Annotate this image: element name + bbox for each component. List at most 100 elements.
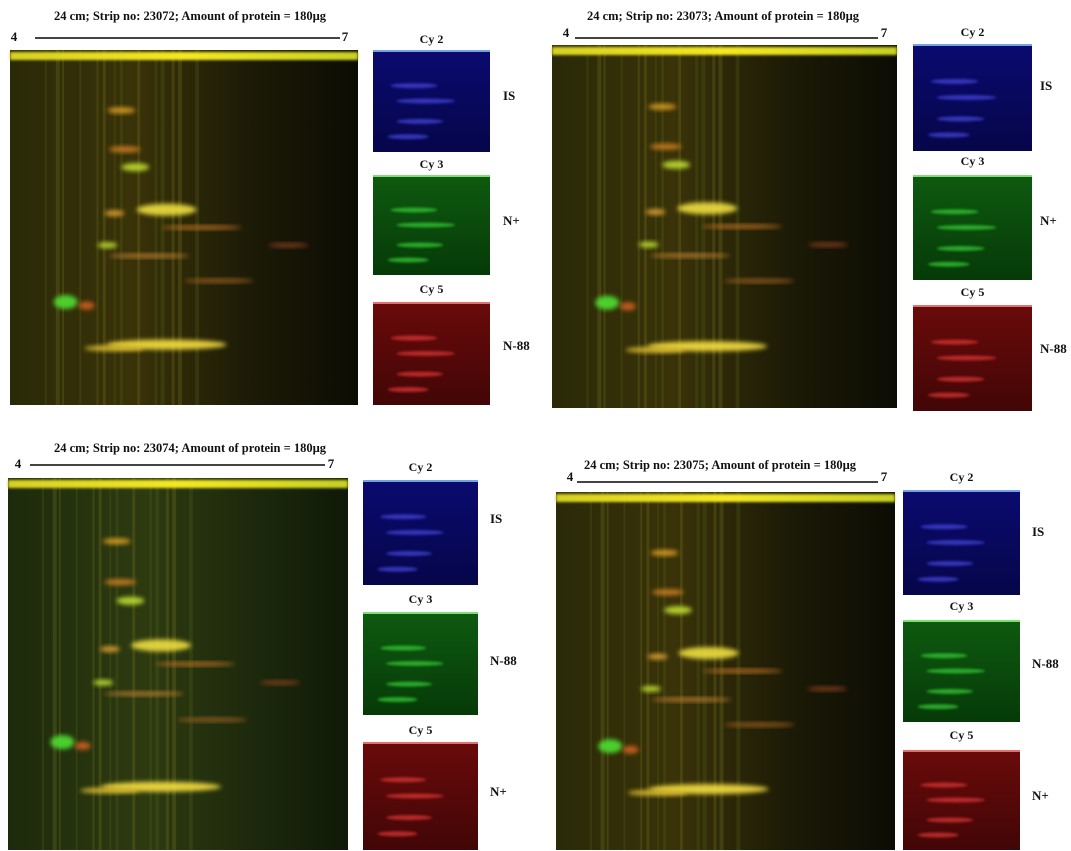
channel-image (913, 44, 1032, 151)
channel-spot (386, 551, 432, 556)
channel-spot (926, 561, 974, 566)
channel-spot (396, 222, 455, 228)
gel-streak (637, 45, 640, 408)
gel-streak (113, 50, 116, 405)
gel-spot (595, 295, 620, 310)
gel-spot (625, 346, 686, 353)
ph-end: 7 (328, 456, 335, 471)
channel-spot (926, 668, 985, 674)
panel: 24 cm; Strip no: 23073; Amount of protei… (552, 9, 1067, 411)
gel-streak (657, 492, 660, 850)
channel-top-edge (363, 480, 478, 482)
gel-spot (268, 243, 309, 248)
gel-spot (724, 278, 794, 283)
gel-spot (598, 739, 623, 754)
panel-title: 24 cm; Strip no: 23075; Amount of protei… (584, 458, 857, 472)
channel-spot (927, 261, 970, 267)
channel-sample: N+ (1040, 213, 1057, 228)
channel-spot (387, 387, 429, 393)
gel-spot (622, 745, 639, 754)
channel-spot (396, 242, 444, 248)
gel-spot (807, 686, 848, 691)
channel-spot (936, 355, 997, 361)
gel-streak (606, 492, 609, 850)
channel-spot (377, 831, 418, 837)
gel-streak (620, 45, 623, 408)
channel-name: Cy 3 (961, 154, 985, 168)
panel-title: 24 cm; Strip no: 23073; Amount of protei… (587, 9, 860, 23)
gel-streak (679, 492, 683, 850)
gel-spot (108, 146, 141, 153)
channel-sample: IS (503, 88, 515, 103)
gel-spot (97, 242, 118, 249)
channel-spot (920, 653, 968, 659)
gel-spot (74, 741, 91, 750)
channel-spot (926, 540, 985, 545)
channel-top-edge (903, 620, 1020, 622)
panel: 24 cm; Strip no: 23075; Amount of protei… (556, 458, 1059, 850)
channel-spot (927, 132, 970, 138)
gel-spot (640, 685, 661, 692)
ph-start: 4 (567, 469, 574, 484)
channel-sample: N-88 (1032, 656, 1059, 671)
gel-spot (136, 203, 197, 216)
gel-streak (96, 50, 99, 405)
gel-streak (149, 478, 153, 850)
gel-spot (102, 538, 131, 545)
gel-spot (100, 646, 120, 653)
channel-name: Cy 3 (409, 592, 433, 606)
gel-streak (119, 50, 123, 405)
channel-top-edge (913, 305, 1032, 307)
gel-spot (80, 787, 140, 794)
gel-top-band (10, 52, 358, 60)
gel-spot (651, 697, 732, 702)
gel-spot (724, 722, 795, 727)
panel: 24 cm; Strip no: 23072; Amount of protei… (10, 9, 530, 405)
channel-sample: IS (1040, 78, 1052, 93)
channel-spot (936, 225, 997, 230)
gel-streak (696, 492, 700, 850)
gel-streak (154, 50, 158, 405)
channel-spot (936, 116, 985, 122)
gel-streak (586, 45, 589, 408)
channel-image (913, 175, 1032, 280)
gel-spot (664, 606, 693, 615)
channel-spot (386, 815, 432, 821)
ph-end: 7 (881, 469, 888, 484)
channel-top-edge (903, 750, 1020, 752)
ph-end: 7 (342, 29, 349, 44)
gel-spot (651, 589, 684, 596)
gel-streak (79, 50, 82, 405)
channel-spot (930, 209, 979, 215)
gel-spot (84, 345, 145, 352)
ph-start: 4 (15, 456, 22, 471)
gel-image (552, 45, 897, 408)
channel-image (363, 742, 478, 850)
gel-spot (183, 278, 254, 283)
channel-spot (390, 83, 438, 89)
gel-top-band (556, 494, 895, 502)
gel-spot (121, 163, 150, 172)
gel-streak (640, 492, 643, 850)
gel-streak (623, 492, 626, 850)
gel-spot (93, 679, 114, 686)
channel-spot (926, 688, 974, 694)
gel-spot (155, 662, 235, 666)
gel-streak (62, 50, 65, 405)
gel-streak (646, 492, 650, 850)
channel-sample: N+ (503, 213, 520, 228)
channel-spot (380, 645, 427, 651)
gel-streak (661, 45, 665, 408)
channel-spot (386, 793, 444, 799)
channel-spot (396, 371, 444, 377)
channel-top-edge (373, 302, 490, 304)
panel-title: 24 cm; Strip no: 23074; Amount of protei… (54, 441, 327, 455)
channel-image (903, 620, 1020, 722)
gel-top-band (8, 480, 348, 488)
channel-spot (920, 782, 968, 788)
channel-spot (380, 514, 427, 520)
ph-start: 4 (11, 29, 18, 44)
gel-streak (654, 45, 657, 408)
channel-sample: N-88 (503, 338, 530, 353)
channel-spot (930, 339, 979, 345)
